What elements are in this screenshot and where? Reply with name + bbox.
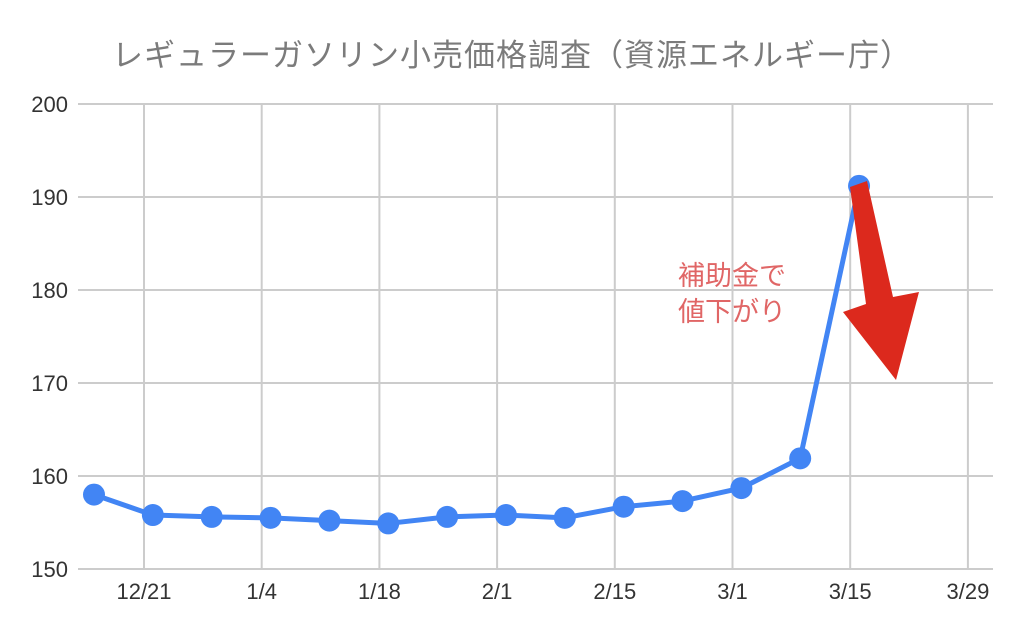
data-point bbox=[318, 509, 341, 532]
y-tick-label: 170 bbox=[31, 371, 68, 396]
data-point bbox=[789, 447, 812, 470]
data-point bbox=[553, 506, 576, 529]
subsidy-annotation-line1: 補助金で bbox=[678, 261, 786, 291]
x-tick-label: 3/29 bbox=[946, 579, 989, 604]
x-tick-label: 2/15 bbox=[593, 579, 636, 604]
subsidy-annotation-line2: 値下がり bbox=[678, 297, 786, 327]
x-tick-label: 3/1 bbox=[717, 579, 748, 604]
data-point bbox=[730, 477, 753, 500]
price-drop-arrow-icon bbox=[843, 181, 919, 380]
x-tick-label: 1/4 bbox=[246, 579, 277, 604]
data-point bbox=[436, 505, 459, 528]
x-tick-label: 12/21 bbox=[116, 579, 171, 604]
data-point bbox=[494, 504, 517, 527]
data-point bbox=[83, 483, 105, 506]
chart-title: レギュラーガソリン小売価格調査（資源エネルギー庁） bbox=[112, 38, 912, 73]
data-point bbox=[377, 512, 400, 535]
x-tick-label: 3/15 bbox=[829, 579, 872, 604]
y-tick-label: 150 bbox=[31, 557, 68, 582]
y-tick-label: 200 bbox=[31, 92, 68, 117]
x-tick-label: 1/18 bbox=[358, 579, 401, 604]
y-tick-label: 160 bbox=[31, 464, 68, 489]
y-tick-label: 190 bbox=[31, 185, 68, 210]
price-line bbox=[91, 183, 862, 526]
data-point bbox=[259, 506, 282, 529]
data-point bbox=[671, 490, 694, 513]
y-tick-label: 180 bbox=[31, 278, 68, 303]
data-point bbox=[200, 505, 223, 528]
data-point bbox=[141, 504, 164, 527]
subsidy-annotation: 補助金で 値下がり bbox=[678, 258, 786, 330]
x-tick-label: 2/1 bbox=[482, 579, 513, 604]
data-point bbox=[612, 495, 635, 518]
